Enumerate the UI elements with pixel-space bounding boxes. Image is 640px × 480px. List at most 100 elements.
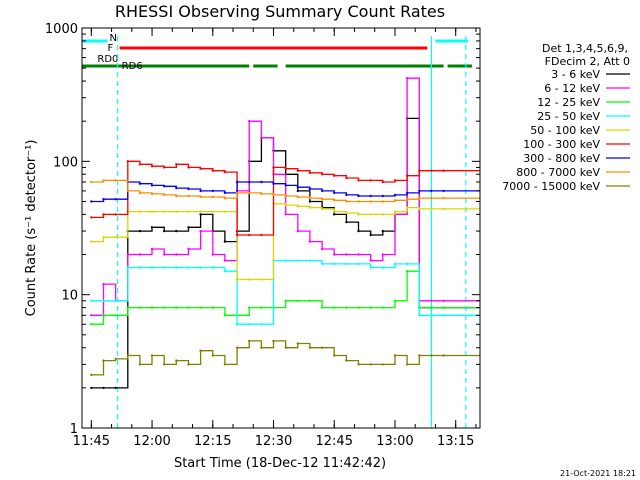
data-point [284, 167, 287, 170]
data-point [296, 299, 299, 302]
legend-entry-label: 3 - 6 keV [551, 68, 600, 81]
data-point [114, 236, 117, 239]
data-point [308, 259, 312, 262]
series-layer [90, 77, 480, 390]
data-point [199, 306, 202, 309]
legend-entry-label: 6 - 12 keV [544, 82, 600, 95]
data-point [284, 213, 287, 216]
data-point [381, 180, 384, 184]
data-point [296, 195, 299, 199]
data-point [430, 169, 433, 172]
data-point [211, 195, 214, 199]
data-point [223, 240, 227, 243]
data-point [369, 306, 372, 309]
y-tick-label: 10 [61, 289, 78, 304]
data-point [333, 199, 336, 202]
data-point [102, 236, 105, 239]
data-point [369, 266, 372, 269]
legend-entry-label: 800 - 7000 keV [516, 166, 600, 179]
data-point [126, 306, 129, 309]
data-point [405, 198, 409, 201]
data-point [357, 179, 360, 182]
data-point [138, 210, 142, 213]
data-point [357, 200, 360, 203]
data-point [393, 354, 397, 357]
data-point [102, 314, 105, 317]
data-point [430, 299, 433, 302]
data-point [102, 179, 105, 182]
y-tick-label: 100 [53, 155, 78, 170]
data-point [138, 363, 142, 366]
data-point [381, 229, 384, 233]
data-point [296, 205, 299, 208]
data-point [114, 386, 117, 390]
data-point [369, 233, 372, 237]
data-point [284, 184, 287, 187]
data-point [248, 191, 251, 195]
data-point [102, 213, 105, 216]
data-point [90, 386, 93, 390]
data-point [211, 189, 214, 193]
data-point [175, 163, 178, 166]
data-point [223, 363, 227, 366]
data-point [235, 278, 239, 281]
data-point [235, 180, 239, 184]
data-point [418, 354, 421, 357]
data-point [223, 270, 227, 273]
data-point [223, 259, 227, 262]
data-point [284, 194, 287, 198]
data-point [369, 194, 372, 198]
data-point [260, 306, 263, 309]
data-point [345, 359, 348, 362]
data-point [272, 193, 275, 197]
data-point [175, 186, 178, 190]
data-point [138, 182, 142, 185]
data-point [418, 207, 421, 211]
data-point [223, 191, 227, 195]
data-point [126, 354, 129, 357]
data-point [223, 196, 227, 200]
data-point [248, 233, 251, 237]
x-axis-label: Start Time (18-Dec-12 11:42:42) [174, 456, 386, 471]
data-point [393, 199, 397, 202]
data-point [320, 346, 324, 349]
y-tick-label: 1 [70, 422, 78, 437]
data-point [126, 189, 129, 193]
data-point [393, 179, 397, 182]
data-point [296, 186, 299, 189]
data-point [296, 169, 299, 172]
legend-header-line-2: FDecim 2, Att 0 [545, 55, 630, 68]
data-point [442, 196, 445, 200]
data-point [405, 77, 409, 80]
data-point [90, 200, 93, 203]
data-point [260, 346, 263, 349]
data-point [430, 306, 433, 309]
data-point [114, 357, 117, 361]
data-point [102, 359, 105, 362]
data-point [260, 233, 263, 237]
data-point [248, 323, 251, 326]
data-point [381, 200, 384, 203]
data-point [357, 194, 360, 198]
data-point [284, 259, 287, 262]
data-point [333, 210, 336, 213]
data-point [345, 193, 348, 197]
x-tick-label: 12:30 [255, 434, 292, 449]
data-point [284, 346, 287, 349]
data-point [345, 176, 348, 180]
data-point [126, 253, 129, 256]
data-point [150, 354, 154, 357]
data-point [260, 323, 263, 326]
data-point [90, 314, 93, 317]
data-point [442, 189, 445, 193]
data-point [114, 198, 117, 201]
data-point [418, 314, 421, 317]
data-point [199, 189, 202, 193]
data-point [102, 386, 105, 390]
data-point [369, 179, 372, 182]
annotation-label-rd6: RD6 [122, 61, 143, 72]
series-line-8 [91, 340, 480, 376]
data-point [405, 270, 409, 273]
legend-entry-label: 7000 - 15000 keV [502, 180, 600, 193]
